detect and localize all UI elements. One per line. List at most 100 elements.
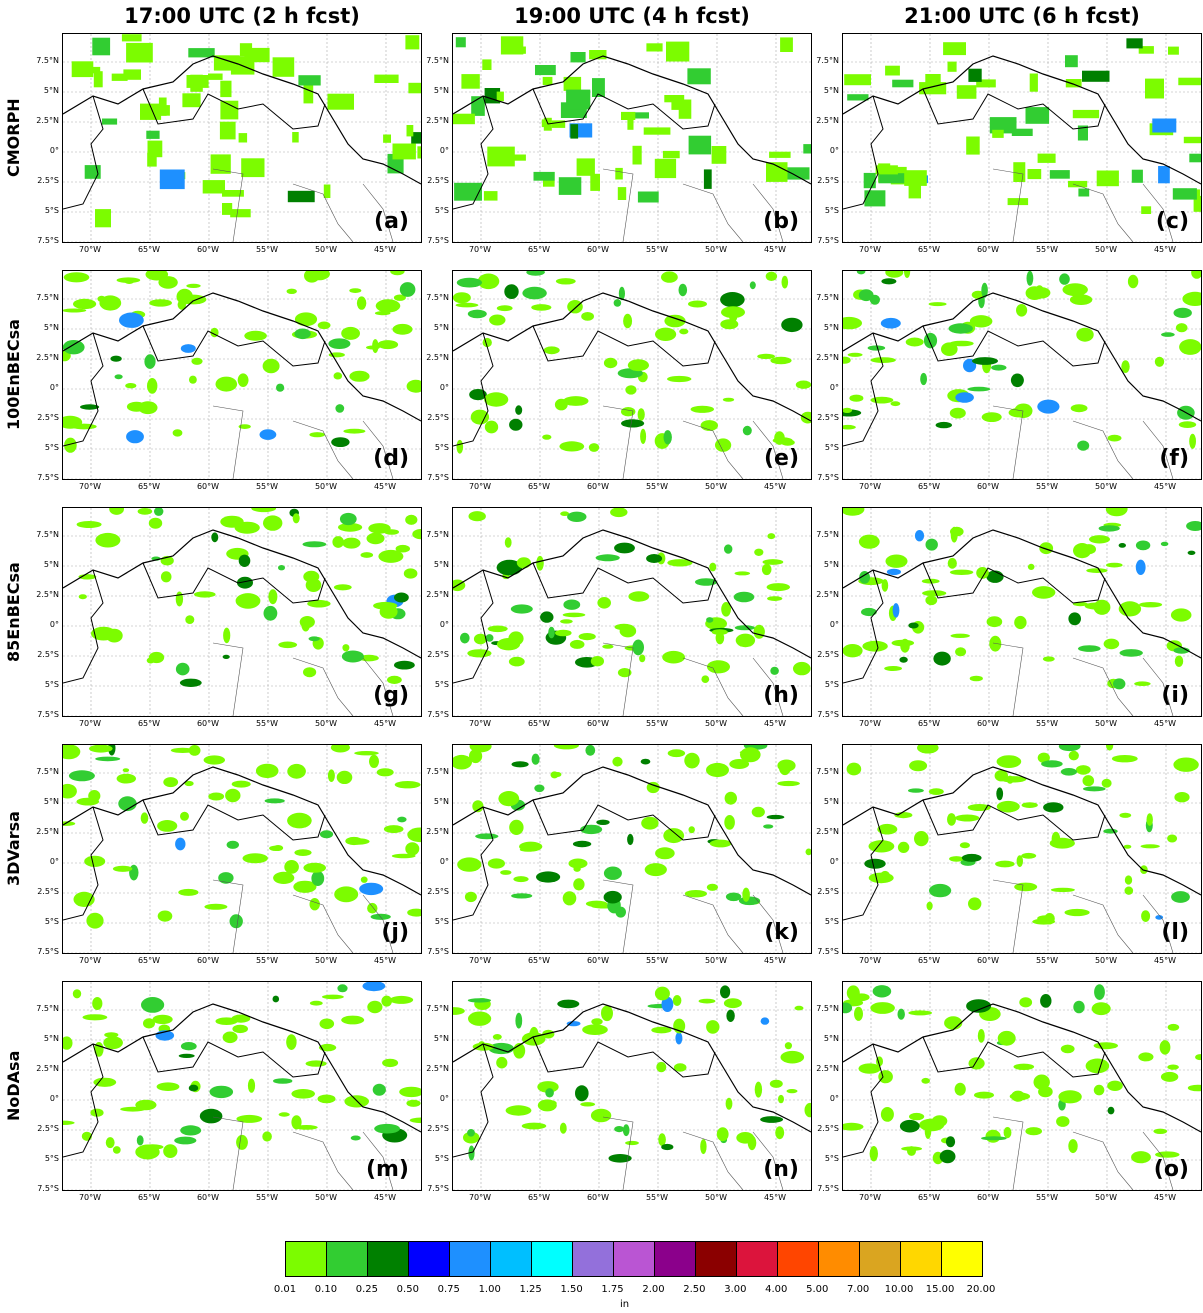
lon-label: 65°W bbox=[527, 956, 551, 965]
lat-label: 5°S bbox=[824, 917, 839, 926]
lat-label: 2.5°S bbox=[427, 1124, 449, 1133]
colorbar-segment bbox=[531, 1242, 572, 1276]
lat-label: 0° bbox=[49, 146, 59, 155]
map-panel: (g) bbox=[62, 507, 422, 717]
lat-label: 7.5°S bbox=[37, 1184, 59, 1193]
lat-label: 5°S bbox=[434, 443, 449, 452]
lat-label: 2.5°S bbox=[817, 1124, 839, 1133]
lon-label: 45°W bbox=[373, 245, 397, 254]
colorbar-segment bbox=[572, 1242, 613, 1276]
lat-label: 7.5°S bbox=[427, 473, 449, 482]
colorbar-tick-label: 0.50 bbox=[396, 1284, 419, 1295]
panel-letter: (n) bbox=[763, 1157, 799, 1182]
lat-label: 5°N bbox=[433, 1034, 449, 1043]
lat-label: 2.5°N bbox=[36, 590, 59, 599]
lat-label: 2.5°N bbox=[426, 1064, 449, 1073]
lat-label: 2.5°S bbox=[37, 413, 59, 422]
lon-label: 65°W bbox=[527, 1193, 551, 1202]
colorbar-tick-label: 4.00 bbox=[765, 1284, 788, 1295]
colorbar-tick-label: 20.00 bbox=[966, 1284, 996, 1295]
lat-label: 7.5°S bbox=[817, 710, 839, 719]
lat-label: 5°S bbox=[44, 1154, 59, 1163]
colorbar-segment bbox=[941, 1242, 982, 1276]
panel-letter: (b) bbox=[763, 209, 799, 234]
lon-label: 65°W bbox=[137, 482, 161, 491]
lon-label: 45°W bbox=[373, 1193, 397, 1202]
lat-label: 7.5°N bbox=[816, 293, 839, 302]
lon-label: 70°W bbox=[468, 956, 492, 965]
lon-label: 65°W bbox=[137, 245, 161, 254]
lat-label: 7.5°N bbox=[816, 56, 839, 65]
colorbar-segment bbox=[777, 1242, 818, 1276]
colorbar-unit: in bbox=[620, 1299, 630, 1310]
lat-label: 2.5°S bbox=[427, 176, 449, 185]
lon-label: 45°W bbox=[763, 719, 787, 728]
map-panel: (j) bbox=[62, 744, 422, 954]
lon-label: 50°W bbox=[1094, 956, 1118, 965]
lon-label: 60°W bbox=[976, 956, 1000, 965]
lon-label: 60°W bbox=[196, 245, 220, 254]
lat-label: 0° bbox=[49, 857, 59, 866]
lon-label: 55°W bbox=[255, 719, 279, 728]
lat-label: 0° bbox=[49, 620, 59, 629]
lat-label: 5°N bbox=[823, 1034, 839, 1043]
lat-label: 2.5°N bbox=[816, 827, 839, 836]
lat-label: 5°N bbox=[433, 86, 449, 95]
lon-label: 50°W bbox=[704, 245, 728, 254]
lat-label: 7.5°N bbox=[36, 1004, 59, 1013]
lat-label: 5°S bbox=[44, 206, 59, 215]
map-panel: (o) bbox=[842, 981, 1202, 1191]
lat-label: 0° bbox=[829, 383, 839, 392]
lon-label: 65°W bbox=[137, 719, 161, 728]
lat-label: 2.5°N bbox=[816, 1064, 839, 1073]
map-canvas bbox=[63, 271, 421, 479]
lat-label: 5°N bbox=[433, 560, 449, 569]
lat-label: 7.5°N bbox=[816, 767, 839, 776]
lat-label: 0° bbox=[49, 1094, 59, 1103]
lon-label: 65°W bbox=[917, 719, 941, 728]
map-panel: (m) bbox=[62, 981, 422, 1191]
lat-label: 5°N bbox=[823, 86, 839, 95]
lat-label: 5°S bbox=[434, 1154, 449, 1163]
colorbar-segment bbox=[900, 1242, 941, 1276]
lon-label: 70°W bbox=[78, 719, 102, 728]
lat-label: 7.5°N bbox=[36, 530, 59, 539]
lon-label: 70°W bbox=[858, 956, 882, 965]
lon-label: 45°W bbox=[373, 719, 397, 728]
lat-label: 7.5°S bbox=[37, 947, 59, 956]
map-canvas bbox=[63, 508, 421, 716]
lat-label: 2.5°S bbox=[37, 176, 59, 185]
map-panel: (i) bbox=[842, 507, 1202, 717]
lat-label: 0° bbox=[829, 1094, 839, 1103]
colorbar-tick-label: 1.50 bbox=[560, 1284, 583, 1295]
lat-label: 2.5°N bbox=[426, 116, 449, 125]
map-canvas bbox=[843, 271, 1201, 479]
lon-label: 70°W bbox=[78, 482, 102, 491]
lat-label: 0° bbox=[829, 620, 839, 629]
lon-label: 45°W bbox=[1153, 1193, 1177, 1202]
lon-label: 50°W bbox=[1094, 1193, 1118, 1202]
lat-label: 5°N bbox=[823, 323, 839, 332]
map-canvas bbox=[453, 982, 811, 1190]
lon-label: 50°W bbox=[704, 719, 728, 728]
colorbar-tick-label: 0.25 bbox=[355, 1284, 378, 1295]
map-canvas bbox=[453, 34, 811, 242]
lon-label: 65°W bbox=[527, 482, 551, 491]
lon-label: 45°W bbox=[763, 482, 787, 491]
lat-label: 5°N bbox=[823, 797, 839, 806]
panel-letter: (g) bbox=[373, 683, 409, 708]
lat-label: 5°S bbox=[434, 206, 449, 215]
lat-label: 0° bbox=[829, 146, 839, 155]
colorbar-tick-label: 0.10 bbox=[314, 1284, 338, 1295]
lon-label: 45°W bbox=[1153, 956, 1177, 965]
lon-label: 50°W bbox=[704, 956, 728, 965]
lat-label: 2.5°N bbox=[816, 353, 839, 362]
lat-label: 2.5°S bbox=[37, 650, 59, 659]
lat-label: 5°N bbox=[43, 560, 59, 569]
colorbar-tick-label: 2.00 bbox=[642, 1284, 665, 1295]
lon-label: 55°W bbox=[1035, 482, 1059, 491]
lat-label: 2.5°S bbox=[817, 650, 839, 659]
colorbar-segment bbox=[490, 1242, 531, 1276]
lat-label: 7.5°S bbox=[427, 236, 449, 245]
lat-label: 7.5°S bbox=[817, 236, 839, 245]
